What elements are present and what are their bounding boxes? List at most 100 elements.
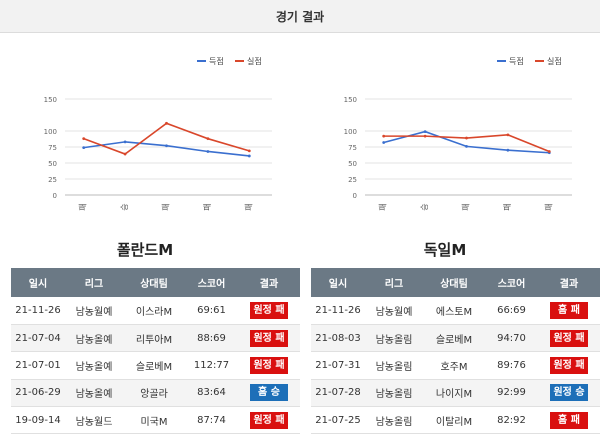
y-tick-label: 150	[344, 96, 357, 104]
y-tick-label: 75	[348, 144, 357, 152]
league-cell: 남농올림	[365, 379, 423, 408]
y-tick-label: 50	[48, 160, 57, 168]
opponent-cell: 나이지M	[423, 379, 485, 408]
col-result: 결과	[238, 268, 300, 297]
league-cell: 남농올림	[365, 351, 423, 380]
legend-scored-label: 득점	[209, 56, 224, 66]
team-name-right: 독일M	[423, 241, 467, 259]
scored-point	[206, 150, 210, 153]
conceded-point	[123, 152, 127, 156]
conceded-point	[423, 134, 427, 138]
league-cell: 남농올예	[65, 351, 123, 380]
results-table-left: 일시 리그 상대팀 스코어 결과 21-11-26 남농월예 이스라M 69:61 원정…	[11, 268, 300, 435]
result-cell: 원정 패	[238, 297, 300, 325]
score-cell: 66:69	[485, 297, 538, 325]
table-row[interactable]: 21-11-26 남농월예 에스토M 66:69 홈 패	[311, 297, 600, 325]
result-badge: 원정 승	[550, 384, 588, 402]
result-badge: 원정 패	[250, 356, 288, 374]
y-tick-label: 75	[48, 144, 57, 152]
col-league: 리그	[65, 268, 123, 297]
table-row[interactable]: 21-06-29 남농올예 앙골라 83:64 홈 승	[11, 379, 300, 408]
result-badge: 홈 패	[550, 411, 588, 429]
league-cell: 남농월예	[65, 297, 123, 325]
y-tick-label: 150	[44, 96, 57, 104]
league-cell: 남농올예	[65, 379, 123, 408]
table-row[interactable]: 21-07-31 남농올림 호주M 89:76 원정 패	[311, 351, 600, 380]
result-badge: 원정 패	[250, 411, 288, 429]
result-cell: 원정 승	[538, 379, 600, 408]
scored-point	[82, 146, 86, 150]
score-cell: 69:61	[185, 297, 238, 325]
date-cell: 21-06-29	[11, 379, 65, 408]
table-row[interactable]: 21-07-25 남농올림 이탈리M 82:92 홈 패	[311, 406, 600, 435]
opponent-cell: 이탈리M	[423, 406, 485, 435]
date-cell: 21-07-31	[311, 351, 365, 380]
scored-point	[423, 130, 427, 134]
table-header-row: 일시 리그 상대팀 스코어 결과	[311, 268, 600, 297]
x-tick-label: 패	[543, 203, 553, 210]
col-score: 스코어	[185, 268, 238, 297]
conceded-point	[382, 134, 386, 138]
table-row[interactable]: 21-07-28 남농올림 나이지M 92:99 원정 승	[311, 379, 600, 408]
col-score: 스코어	[485, 268, 538, 297]
result-cell: 원정 패	[238, 324, 300, 353]
x-tick-label: 승	[120, 203, 129, 210]
score-cell: 92:99	[485, 379, 538, 408]
table-row[interactable]: 21-07-04 남농올예 리투아M 88:69 원정 패	[11, 324, 300, 353]
score-cell: 94:70	[485, 324, 538, 353]
table-header-row: 일시 리그 상대팀 스코어 결과	[11, 268, 300, 297]
col-opponent: 상대팀	[423, 268, 485, 297]
section-header: 경기 결과	[0, 0, 600, 33]
x-tick-label: 패	[78, 203, 88, 210]
scored-point	[506, 148, 510, 152]
score-cell: 82:92	[485, 406, 538, 435]
table-row[interactable]: 21-11-26 남농월예 이스라M 69:61 원정 패	[11, 297, 300, 325]
score-cell: 112:77	[185, 351, 238, 380]
result-cell: 원정 패	[238, 351, 300, 380]
result-cell: 원정 패	[238, 406, 300, 435]
date-cell: 21-07-01	[11, 351, 65, 380]
league-cell: 남농올림	[365, 406, 423, 435]
result-cell: 홈 패	[538, 297, 600, 325]
col-result: 결과	[538, 268, 600, 297]
league-cell: 남농올림	[365, 324, 423, 353]
result-badge: 홈 승	[250, 384, 288, 402]
opponent-cell: 이스라M	[123, 297, 185, 325]
scored-point	[123, 140, 127, 144]
score-cell: 89:76	[485, 351, 538, 380]
score-cell: 88:69	[185, 324, 238, 353]
table-row[interactable]: 21-08-03 남농올림 슬로베M 94:70 원정 패	[311, 324, 600, 353]
results-table-right: 일시 리그 상대팀 스코어 결과 21-11-26 남농월예 에스토M 66:69 홈 …	[311, 268, 600, 435]
scored-point	[165, 144, 168, 148]
opponent-cell: 앙골라	[123, 379, 185, 408]
table-row[interactable]: 21-07-01 남농올예 슬로베M 112:77 원정 패	[11, 351, 300, 380]
opponent-cell: 슬로베M	[423, 324, 485, 353]
y-tick-label: 100	[344, 128, 357, 136]
result-cell: 홈 패	[538, 406, 600, 435]
result-cell: 원정 패	[538, 324, 600, 353]
col-date: 일시	[11, 268, 65, 297]
y-tick-label: 100	[44, 128, 57, 136]
x-tick-label: 승	[420, 203, 429, 210]
col-date: 일시	[311, 268, 365, 297]
league-cell: 남농월드	[65, 406, 123, 435]
x-tick-label: 패	[378, 203, 388, 210]
conceded-point	[247, 149, 251, 153]
scored-point	[465, 144, 468, 148]
date-cell: 21-07-28	[311, 379, 365, 408]
league-cell: 남농월예	[365, 297, 423, 325]
x-tick-label: 패	[161, 203, 171, 210]
y-tick-label: 0	[53, 192, 57, 200]
conceded-point	[465, 136, 468, 140]
table-row[interactable]: 19-09-14 남농월드 미국M 87:74 원정 패	[11, 406, 300, 435]
conceded-point	[206, 137, 210, 141]
result-badge: 원정 패	[550, 329, 588, 347]
legend-conceded-label: 실점	[247, 56, 262, 66]
conceded-series-line	[83, 122, 250, 155]
y-tick-label: 0	[353, 192, 357, 200]
chart-left: 0 25 50 75 100 150 패 승 패 패 패 득점 실점	[44, 56, 272, 211]
legend-scored-label: 득점	[509, 56, 524, 66]
section-title: 경기 결과	[275, 9, 325, 24]
date-cell: 21-08-03	[311, 324, 365, 353]
date-cell: 21-07-25	[311, 406, 365, 435]
